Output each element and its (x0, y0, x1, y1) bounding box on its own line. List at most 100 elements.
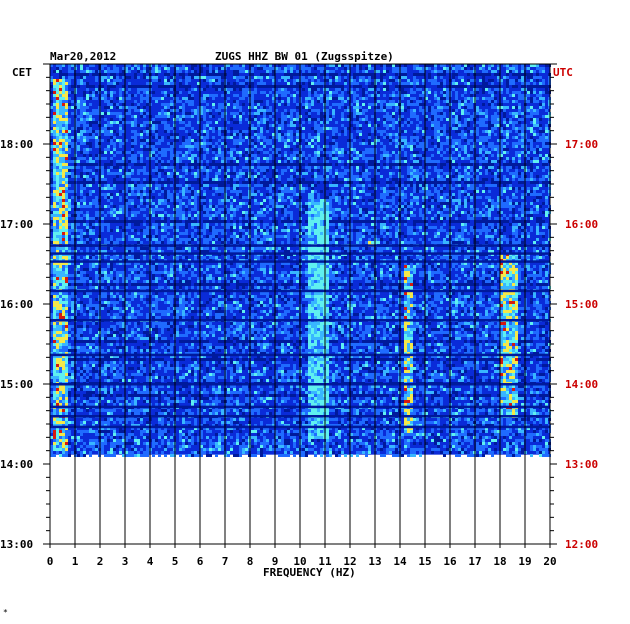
heatmap-cell (470, 193, 473, 196)
heatmap-cell (239, 112, 242, 115)
heatmap-cell (191, 73, 194, 76)
heatmap-cell (176, 181, 179, 184)
heatmap-cell (536, 160, 539, 163)
heatmap-cell (413, 130, 416, 133)
heatmap-cell (101, 76, 104, 79)
heatmap-cell (125, 76, 128, 79)
heatmap-cell (278, 85, 281, 88)
heatmap-cell (497, 178, 500, 181)
heatmap-cell (476, 178, 479, 181)
heatmap-cell (317, 124, 320, 127)
heatmap-cell (344, 82, 347, 85)
heatmap-cell (341, 85, 344, 88)
heatmap-cell (446, 91, 449, 94)
heatmap-cell (455, 82, 458, 85)
heatmap-cell (104, 70, 107, 73)
heatmap-cell (344, 163, 347, 166)
heatmap-cell (476, 169, 479, 172)
heatmap-cell (122, 142, 125, 145)
heatmap-cell (119, 130, 122, 133)
heatmap-cell (311, 103, 314, 106)
heatmap-cell (53, 82, 56, 85)
heatmap-cell (527, 82, 530, 85)
heatmap-cell (311, 202, 314, 205)
heatmap-cell (401, 214, 404, 217)
heatmap-cell (245, 175, 248, 178)
heatmap-cell (371, 166, 374, 169)
heatmap-cell (239, 184, 242, 187)
heatmap-cell (266, 187, 269, 190)
heatmap-cell (263, 151, 266, 154)
heatmap-cell (491, 94, 494, 97)
heatmap-cell (245, 166, 248, 169)
heatmap-cell (143, 169, 146, 172)
heatmap-cell (233, 163, 236, 166)
heatmap-cell (116, 151, 119, 154)
heatmap-cell (509, 172, 512, 175)
heatmap-cell (443, 133, 446, 136)
heatmap-cell (440, 199, 443, 202)
heatmap-cell (95, 91, 98, 94)
heatmap-cell (155, 172, 158, 175)
heatmap-cell (107, 127, 110, 130)
heatmap-cell (383, 199, 386, 202)
heatmap-cell (83, 205, 86, 208)
heatmap-cell (80, 70, 83, 73)
heatmap-cell (365, 97, 368, 100)
heatmap-cell (221, 181, 224, 184)
heatmap-cell (377, 124, 380, 127)
heatmap-cell (302, 211, 305, 214)
heatmap-cell (104, 106, 107, 109)
heatmap-cell (179, 100, 182, 103)
heatmap-cell (377, 130, 380, 133)
heatmap-cell (152, 70, 155, 73)
heatmap-cell (491, 124, 494, 127)
heatmap-cell (371, 211, 374, 214)
heatmap-cell (266, 211, 269, 214)
heatmap-cell (518, 154, 521, 157)
heatmap-cell (221, 103, 224, 106)
heatmap-cell (287, 139, 290, 142)
heatmap-cell (464, 112, 467, 115)
heatmap-cell (518, 166, 521, 169)
heatmap-cell (170, 217, 173, 220)
heatmap-cell (131, 214, 134, 217)
heatmap-cell (164, 181, 167, 184)
heatmap-cell (140, 145, 143, 148)
heatmap-cell (491, 205, 494, 208)
heatmap-cell (431, 82, 434, 85)
heatmap-cell (86, 205, 89, 208)
heatmap-cell (221, 112, 224, 115)
heatmap-cell (242, 103, 245, 106)
heatmap-cell (512, 112, 515, 115)
heatmap-cell (488, 166, 491, 169)
heatmap-cell (344, 211, 347, 214)
heatmap-cell (257, 136, 260, 139)
heatmap-cell (257, 124, 260, 127)
heatmap-cell (68, 175, 71, 178)
heatmap-cell (497, 88, 500, 91)
heatmap-cell (521, 214, 524, 217)
heatmap-cell (104, 91, 107, 94)
heatmap-cell (158, 136, 161, 139)
heatmap-cell (512, 67, 515, 70)
heatmap-cell (278, 148, 281, 151)
heatmap-cell (533, 169, 536, 172)
heatmap-cell (257, 190, 260, 193)
heatmap-cell (452, 202, 455, 205)
heatmap-cell (56, 115, 59, 118)
heatmap-cell (371, 130, 374, 133)
heatmap-cell (161, 169, 164, 172)
heatmap-cell (302, 76, 305, 79)
heatmap-cell (314, 157, 317, 160)
heatmap-cell (371, 88, 374, 91)
heatmap-cell (287, 196, 290, 199)
heatmap-cell (476, 121, 479, 124)
heatmap-cell (56, 67, 59, 70)
heatmap-cell (347, 109, 350, 112)
heatmap-cell (419, 106, 422, 109)
heatmap-cell (308, 208, 311, 211)
heatmap-cell (485, 196, 488, 199)
heatmap-cell (518, 115, 521, 118)
heatmap-cell (404, 94, 407, 97)
